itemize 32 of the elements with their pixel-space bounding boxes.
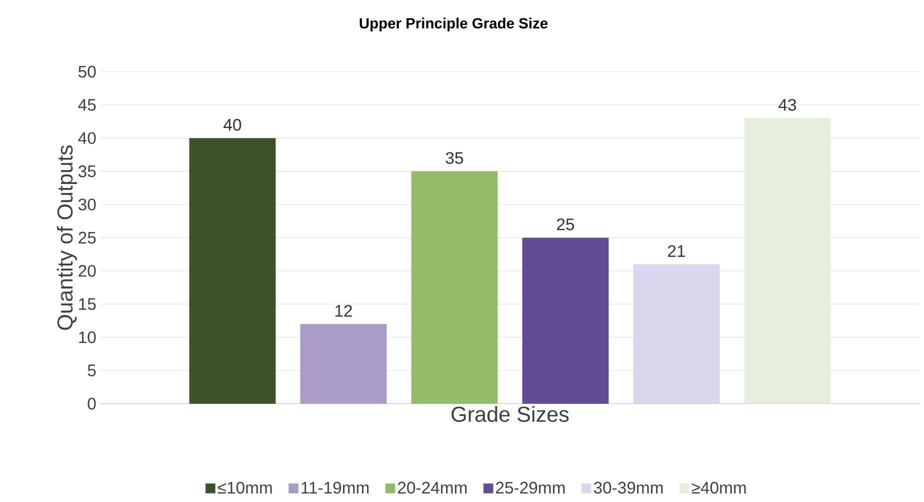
y-tick-label: 0	[88, 398, 96, 410]
y-tick-label: 20	[78, 265, 96, 277]
data-label: 35	[446, 152, 464, 164]
y-tick-label: 15	[79, 298, 96, 310]
legend-label: 11-19mm	[302, 482, 369, 494]
bar	[300, 324, 387, 404]
legend-label: 25-29mm	[496, 482, 565, 494]
data-label: 21	[668, 245, 685, 257]
legend-label: 20-24mm	[398, 482, 467, 494]
y-tick-label: 5	[88, 364, 96, 376]
legend-label: 30-39mm	[594, 482, 663, 494]
y-tick-label: 25	[78, 232, 96, 244]
y-tick-label: 30	[78, 198, 96, 210]
data-label: 43	[778, 98, 796, 111]
bar	[522, 238, 609, 404]
bar	[633, 264, 720, 404]
y-tick-label: 45	[78, 99, 96, 111]
legend-label: ≥40mm	[692, 482, 746, 494]
y-tick-label: 40	[78, 132, 96, 144]
bar	[411, 171, 498, 404]
data-label: 40	[224, 118, 242, 131]
y-tick-label: 10	[79, 331, 96, 344]
data-label: 25	[557, 218, 574, 230]
x-axis-title: Grade Sizes	[452, 406, 569, 422]
chart-title: Upper Principle Grade Size	[360, 18, 548, 32]
legend-label: ≤10mm	[218, 482, 272, 494]
bar	[744, 118, 831, 404]
y-tick-label: 50	[78, 66, 96, 78]
y-tick-label: 35	[78, 165, 96, 178]
data-label: 12	[335, 305, 352, 317]
y-axis-title: Quantity of Outputs	[56, 145, 77, 330]
bar	[189, 138, 276, 404]
